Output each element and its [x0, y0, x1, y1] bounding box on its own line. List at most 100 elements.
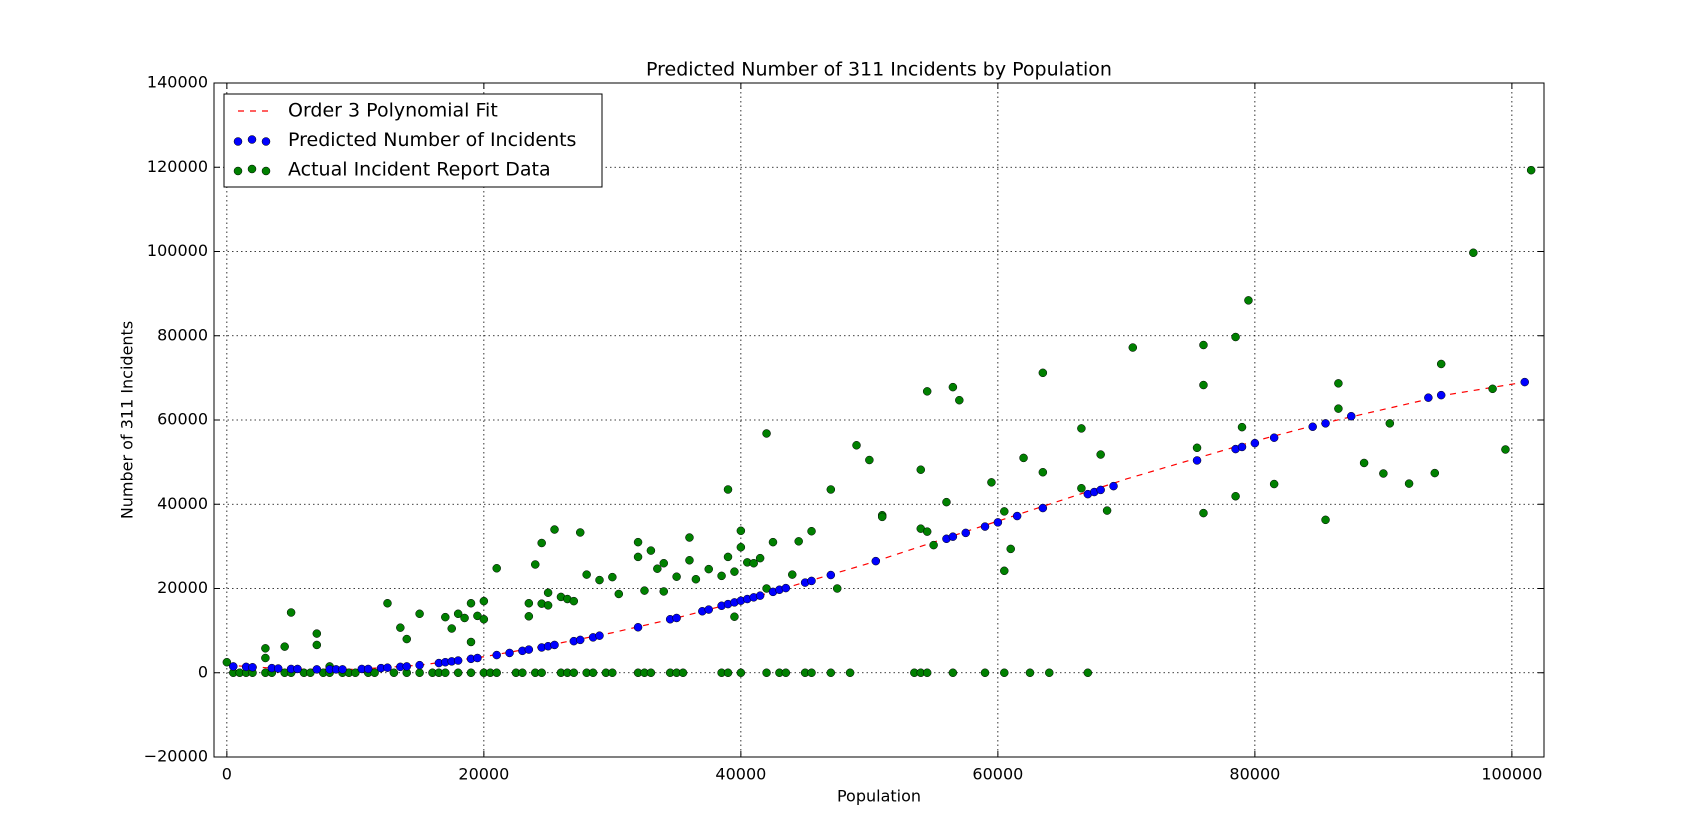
point [492, 668, 501, 677]
point [441, 668, 450, 677]
point [633, 552, 643, 562]
point [1006, 544, 1015, 554]
point [1436, 359, 1446, 369]
legend-swatch [247, 164, 257, 174]
point [524, 645, 534, 654]
point [1501, 445, 1510, 454]
point [826, 668, 836, 677]
point [1469, 248, 1478, 258]
point [595, 631, 604, 640]
point [608, 668, 617, 677]
point [1526, 165, 1536, 175]
point [338, 665, 347, 674]
point [1038, 467, 1048, 477]
point [948, 382, 958, 392]
point [415, 660, 424, 670]
legend-swatch [261, 137, 271, 146]
point [922, 387, 932, 396]
point [261, 653, 270, 663]
point [659, 558, 669, 568]
point [608, 572, 617, 582]
point [788, 570, 797, 579]
point [672, 572, 681, 581]
legend-label: Actual Incident Report Data [288, 159, 551, 181]
point [479, 596, 489, 606]
point [1237, 442, 1247, 452]
point [1083, 668, 1093, 677]
point [980, 668, 990, 677]
point [762, 429, 771, 438]
point [1359, 458, 1369, 468]
point [492, 650, 501, 660]
point [755, 553, 765, 563]
point [1038, 368, 1048, 378]
point [1308, 422, 1317, 431]
point [1192, 456, 1202, 465]
point [877, 512, 887, 522]
point [466, 598, 476, 608]
legend-swatch [233, 166, 243, 176]
point [922, 668, 932, 677]
point [723, 552, 733, 562]
point [312, 665, 322, 674]
point [755, 591, 765, 600]
point [781, 668, 791, 677]
point [550, 525, 559, 534]
y-tick-label: 120000 [147, 157, 208, 176]
legend-box [223, 93, 603, 188]
point [832, 584, 842, 593]
point [749, 558, 758, 568]
point [524, 598, 534, 608]
point [1346, 411, 1356, 421]
point [1334, 379, 1343, 388]
point [363, 664, 373, 674]
point [460, 613, 469, 623]
point [1269, 433, 1279, 442]
point [1077, 424, 1086, 433]
point [1436, 390, 1446, 400]
point [826, 485, 836, 494]
point [537, 668, 546, 677]
point [505, 648, 514, 658]
point [1192, 443, 1202, 453]
point [736, 526, 746, 536]
point [1102, 506, 1112, 515]
point [614, 589, 624, 599]
point [229, 662, 238, 671]
point [768, 537, 778, 547]
point [1025, 668, 1035, 677]
point [1199, 380, 1208, 390]
x-axis-label: Population [837, 787, 921, 806]
point [582, 570, 591, 579]
point [1012, 511, 1022, 521]
point [659, 587, 669, 596]
point [1231, 491, 1240, 501]
point [383, 663, 392, 672]
series-layer [222, 165, 1536, 677]
point [1520, 377, 1529, 387]
y-tick-label: 20000 [157, 578, 208, 597]
point [865, 455, 874, 465]
point [1199, 340, 1208, 350]
point [575, 528, 585, 537]
y-tick-label: 40000 [157, 494, 208, 513]
point [453, 609, 463, 619]
point [1199, 508, 1208, 518]
point [723, 668, 733, 677]
point [383, 598, 392, 608]
y-axis-label: Number of 311 Incidents [118, 321, 137, 519]
point [274, 664, 283, 673]
point [1321, 515, 1330, 525]
point [569, 668, 579, 677]
point [473, 653, 482, 663]
point [518, 668, 527, 677]
point [286, 608, 296, 617]
point [1000, 507, 1009, 516]
point [929, 540, 938, 550]
point [704, 605, 713, 614]
point [1000, 566, 1009, 576]
point [1250, 438, 1260, 448]
point [653, 564, 662, 573]
point [1096, 450, 1105, 459]
